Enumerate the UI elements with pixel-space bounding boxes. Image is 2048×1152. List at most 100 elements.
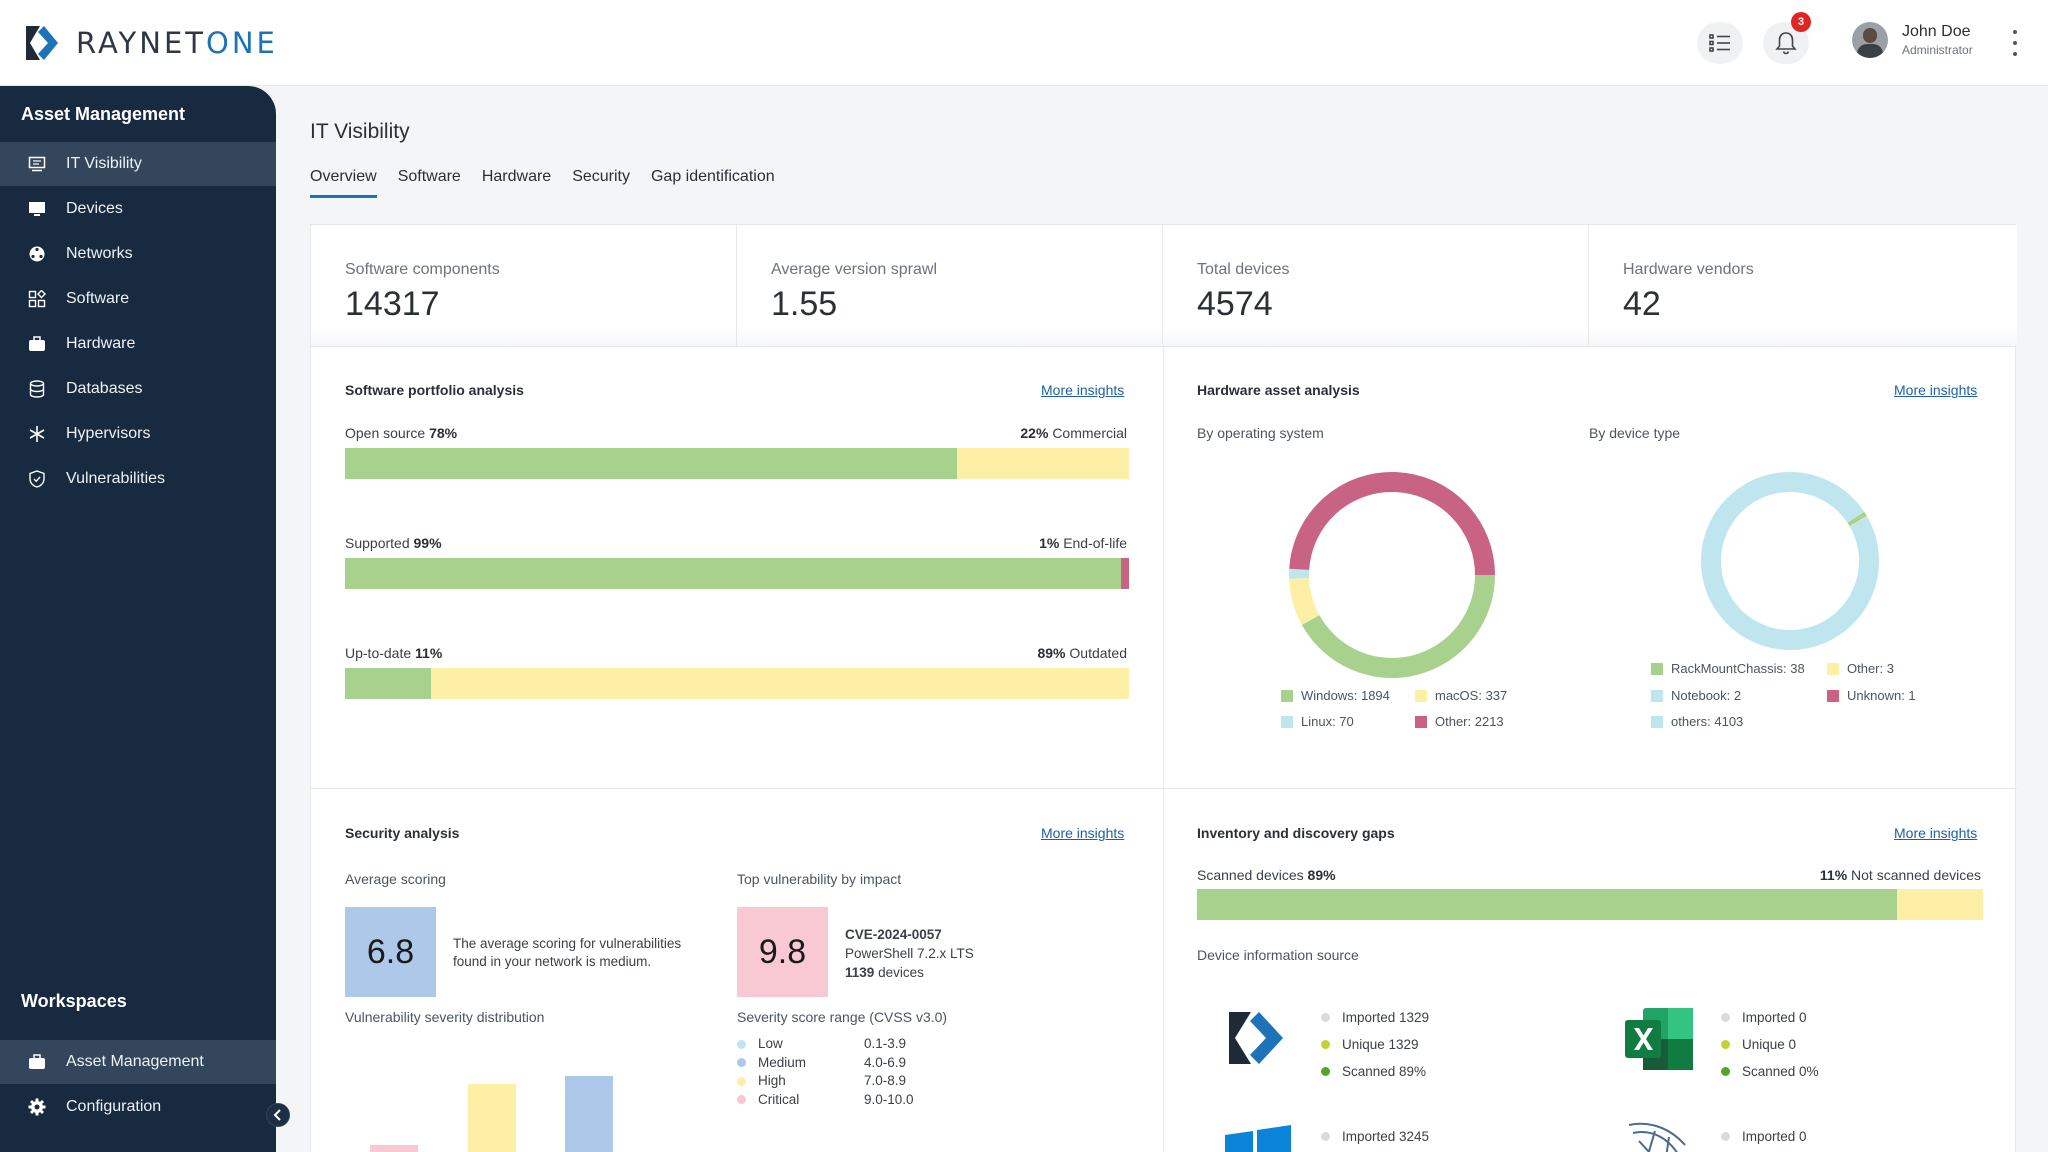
more-options-icon[interactable] [2010,30,2020,56]
legend-label: Unknown: 1 [1847,688,1916,703]
bar-right-pct: 22% [1020,425,1049,441]
notifications-button[interactable]: 3 [1763,12,1811,64]
stat-dot [1721,1013,1730,1022]
unique-stat: Unique 0 [1721,1031,1819,1058]
kpi-value: 1.55 [771,285,838,323]
hardware-more-insights-link[interactable]: More insights [1894,382,1978,398]
stat-text: Imported 1329 [1342,1010,1430,1025]
notification-badge: 3 [1791,12,1811,32]
sidebar-item-hardware[interactable]: Hardware [0,322,276,366]
sidebar-collapse-button[interactable] [266,1103,290,1127]
legend-item: Linux: 70 [1281,714,1354,729]
legend-swatch [1281,715,1293,728]
list-icon [1709,34,1730,52]
bar-segment-right [1121,558,1129,589]
task-list-button[interactable] [1697,22,1743,64]
sidebar-item-label: Hardware [66,335,136,352]
range-dot [737,1095,746,1105]
tab-gap-identification[interactable]: Gap identification [650,168,775,185]
brand-prefix: RAYNET [76,26,207,60]
kpi-value: 42 [1623,285,1661,323]
range-value: 7.0-8.9 [864,1073,907,1088]
sidebar-item-databases[interactable]: Databases [0,367,276,411]
divider [1163,347,1164,1152]
legend-item: Other: 3 [1827,661,1894,676]
donut-slice-other[interactable] [1289,472,1495,576]
bar-right-pct: 89% [1037,645,1066,661]
cve-id[interactable]: CVE-2024-0057 [845,927,942,942]
bar-left-label: Scanned devices 89% [1197,867,1336,883]
bar-right-text: Commercial [1052,425,1127,441]
sidebar-item-software[interactable]: Software [0,277,276,321]
device-count: 1139 [845,965,875,980]
donut-slice-windows[interactable] [1301,574,1495,678]
legend-swatch [1281,689,1293,702]
bar-right-text: Not scanned devices [1851,867,1981,883]
inventory-gaps-title: Inventory and discovery gaps [1197,825,1395,841]
range-value: 9.0-10.0 [864,1091,914,1107]
user-name: John Doe [1902,23,1971,40]
tab-security[interactable]: Security [572,168,630,185]
legend-item: macOS: 337 [1415,688,1507,703]
workspace-asset-management[interactable]: Asset Management [0,1040,276,1084]
tab-hardware[interactable]: Hardware [481,168,552,185]
scanned-stat: Scanned 0% [1721,1058,1819,1085]
stat-dot [1321,1132,1330,1141]
sidebar-item-networks[interactable]: Networks [0,232,276,276]
stat-text: Scanned 89% [1342,1064,1427,1079]
network-icon [28,245,46,263]
legend-swatch [1827,689,1839,702]
bar-segment-right [431,668,1129,699]
sidebar-item-label: Hypervisors [66,425,151,442]
bar-segment-left [1197,889,1897,920]
sidebar-item-label: Vulnerabilities [66,470,166,487]
legend-swatch [1651,662,1663,675]
inventory-more-insights-link[interactable]: More insights [1894,825,1978,841]
tab-software[interactable]: Software [397,168,461,185]
os-subtitle: By operating system [1197,425,1324,441]
legend-swatch [1415,715,1427,728]
sidebar-item-label: Networks [66,245,133,262]
stat-text: Scanned 0% [1742,1064,1819,1079]
legend-item: others: 4103 [1651,714,1743,729]
donut-slice-macos[interactable] [1289,577,1320,625]
tab-overview[interactable]: Overview [310,168,377,198]
sidebar-item-vulnerabilities[interactable]: Vulnerabilities [0,457,276,501]
legend-label: Other: 2213 [1435,714,1504,729]
stat-dot [1321,1067,1330,1076]
range-value: 4.0-6.9 [864,1054,907,1070]
sidebar-item-label: Databases [66,380,143,397]
avatar [1852,22,1888,58]
legend-label: macOS: 337 [1435,688,1508,703]
range-name: High [758,1073,786,1088]
workspace-configuration[interactable]: Configuration [0,1085,276,1129]
security-more-insights-link[interactable]: More insights [1041,825,1125,841]
kpi-hardware-vendors: Hardware vendors 42 [1589,225,2017,347]
software-more-insights-link[interactable]: More insights [1041,382,1125,398]
range-dot [737,1058,746,1068]
snowflake-icon [28,425,46,443]
legend-item: Windows: 1894 [1281,688,1390,703]
donut-slice-rackmountchassis[interactable] [1847,511,1867,527]
open-source-bar [345,448,1129,479]
unique-stat: Unique 1329 [1321,1031,1429,1058]
top-vulnerability-label: Top vulnerability by impact [737,871,902,887]
sidebar-item-hypervisors[interactable]: Hypervisors [0,412,276,456]
overview-card: Software components 14317 Average versio… [310,224,2017,1152]
legend-label: others: 4103 [1671,714,1744,729]
raynetone-logo[interactable]: RAYNETONE [20,24,278,62]
apps-icon [28,290,46,308]
bell-icon [1775,32,1797,55]
raynet-logo-icon [1229,1012,1283,1064]
sidebar-item-it-visibility[interactable]: IT Visibility [0,142,276,186]
user-menu[interactable]: John Doe Administrator [1852,22,1973,58]
bar-left-label: Up-to-date 11% [345,645,442,661]
sidebar-item-devices[interactable]: Devices [0,187,276,231]
bar-segment-right [1896,889,1983,920]
bar-left-label: Supported 99% [345,535,442,551]
sidebar-section-title: Asset Management [21,104,186,124]
legend-item: RackMountChassis: 38 [1651,661,1805,676]
donut-slice-others[interactable] [1701,472,1879,650]
device-type-donut-chart [1701,472,1879,650]
bar-segment-left [345,448,957,479]
